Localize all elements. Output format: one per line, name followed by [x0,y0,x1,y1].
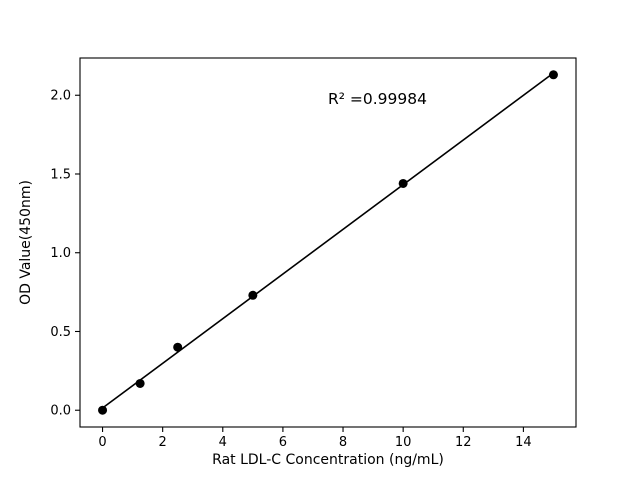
data-point [548,70,558,80]
plot-frame [79,57,577,428]
x-tick-label: 2 [159,435,167,450]
y-axis-label: OD Value(450nm) [18,180,34,305]
x-tick-label: 10 [395,435,412,450]
y-tick-label: 1.0 [50,246,71,261]
y-tick-label: 0.0 [50,404,71,419]
x-tick-label: 4 [219,435,227,450]
r-squared-annotation: R² =0.99984 [328,90,427,108]
x-tick-label: 6 [279,435,287,450]
x-axis-label: Rat LDL-C Concentration (ng/mL) [212,452,444,468]
y-tick-label: 2.0 [50,89,71,104]
x-tick-label: 0 [98,435,106,450]
x-tick-label: 12 [455,435,472,450]
data-point [173,342,183,352]
fit-line [102,72,554,409]
y-tick-label: 1.5 [50,167,71,182]
data-point [98,405,108,415]
x-tick-label: 14 [515,435,532,450]
y-tick-label: 0.5 [50,325,71,340]
data-point [398,178,408,188]
data-point [135,378,145,388]
x-tick-label: 8 [339,435,347,450]
data-point [248,290,258,300]
